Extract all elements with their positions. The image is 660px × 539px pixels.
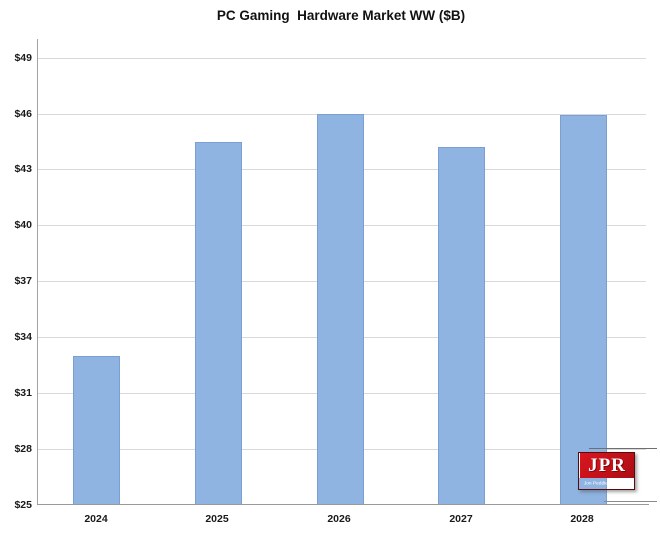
jpr-logo-strip: Jon Peddie Research: [579, 478, 634, 489]
y-tick-label: $46: [14, 108, 32, 120]
gridline: [38, 58, 646, 59]
x-tick-label: 2025: [205, 513, 229, 525]
x-tick-label: 2024: [84, 513, 108, 525]
bar-2026: [317, 114, 364, 505]
x-axis-line: [37, 504, 649, 505]
bar-2028: [560, 115, 607, 505]
bar-2024: [73, 356, 120, 505]
y-tick-label: $25: [14, 499, 32, 511]
bar-2025: [195, 142, 242, 505]
chart-title: PC Gaming Hardware Market WW ($B): [216, 8, 466, 23]
y-tick-label: $43: [14, 163, 32, 175]
jpr-logo: JPR Jon Peddie Research: [578, 452, 635, 490]
bar-2027: [438, 147, 485, 505]
y-tick-label: $40: [14, 219, 32, 231]
y-tick-label: $31: [14, 387, 32, 399]
plot-area: [37, 39, 646, 505]
y-tick-label: $28: [14, 443, 32, 455]
y-tick-label: $49: [14, 52, 32, 64]
x-tick-label: 2027: [449, 513, 473, 525]
y-tick-label: $37: [14, 275, 32, 287]
jpr-logo-subtext: Jon Peddie Research: [583, 480, 630, 487]
logo-frame-top-line: [589, 448, 657, 449]
logo-frame-bottom-line: [604, 501, 657, 502]
x-tick-label: 2026: [327, 513, 351, 525]
y-tick-label: $34: [14, 331, 32, 343]
x-tick-label: 2028: [570, 513, 594, 525]
jpr-logo-red-box: JPR: [579, 453, 634, 478]
jpr-logo-text: JPR: [588, 455, 626, 476]
